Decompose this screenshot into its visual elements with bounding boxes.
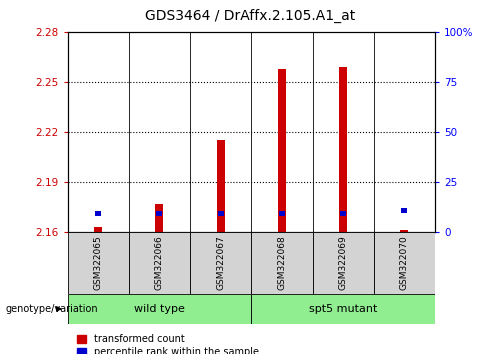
Bar: [340, 211, 346, 216]
Text: GSM322065: GSM322065: [94, 235, 102, 290]
Bar: [252, 294, 435, 324]
Text: GSM322068: GSM322068: [278, 235, 286, 290]
Legend: transformed count, percentile rank within the sample: transformed count, percentile rank withi…: [78, 334, 259, 354]
Bar: [402, 208, 407, 213]
Bar: [94, 227, 102, 232]
Text: GSM322069: GSM322069: [338, 235, 347, 290]
Bar: [68, 294, 252, 324]
Bar: [156, 204, 164, 232]
Bar: [279, 211, 285, 216]
Text: genotype/variation: genotype/variation: [5, 304, 98, 314]
Text: spt5 mutant: spt5 mutant: [309, 304, 378, 314]
Text: GDS3464 / DrAffx.2.105.A1_at: GDS3464 / DrAffx.2.105.A1_at: [145, 9, 355, 23]
Bar: [190, 232, 252, 294]
Text: GSM322066: GSM322066: [155, 235, 164, 290]
Bar: [252, 232, 312, 294]
Bar: [68, 232, 129, 294]
Bar: [156, 211, 162, 216]
Bar: [95, 211, 101, 216]
Bar: [129, 232, 190, 294]
Bar: [400, 230, 408, 232]
Text: wild type: wild type: [134, 304, 185, 314]
Bar: [218, 211, 224, 216]
Text: GSM322070: GSM322070: [400, 235, 409, 290]
Text: GSM322067: GSM322067: [216, 235, 225, 290]
Bar: [216, 140, 224, 232]
Bar: [374, 232, 435, 294]
Bar: [339, 67, 347, 232]
Bar: [278, 69, 286, 232]
Bar: [312, 232, 374, 294]
